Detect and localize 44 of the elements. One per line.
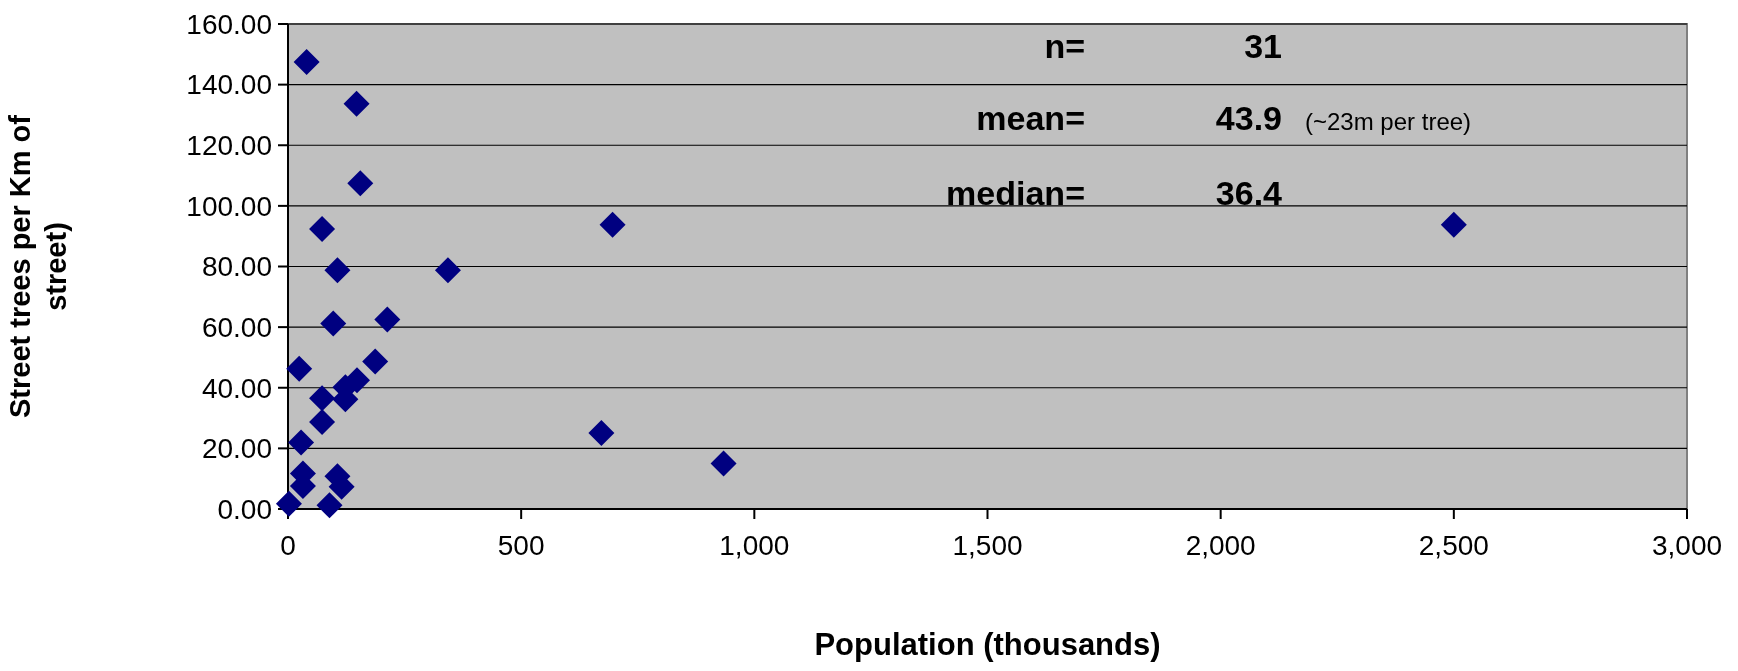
- point: [309, 409, 336, 435]
- x-tick-label: 3,000: [1651, 530, 1723, 561]
- point: [347, 170, 374, 197]
- point: [309, 385, 336, 412]
- annotation: mean=: [976, 99, 1085, 137]
- y-tick-label: 40.00: [201, 372, 272, 404]
- annotation: n=: [1044, 27, 1085, 65]
- point: [599, 211, 626, 238]
- y-tick-label: 140.00: [186, 69, 272, 101]
- x-tick-label: 1,500: [952, 530, 1023, 561]
- x-tick-label: 1,000: [719, 530, 790, 561]
- annotation: (~23m per tree): [1305, 108, 1472, 135]
- point: [374, 306, 401, 333]
- x-axis-title: Population (thousands): [814, 627, 1161, 662]
- point: [362, 348, 389, 375]
- point: [320, 310, 347, 337]
- x-tick-label: 0: [280, 530, 296, 561]
- point: [286, 355, 313, 382]
- x-tick-label: 2,000: [1185, 530, 1256, 561]
- point: [588, 419, 615, 446]
- y-axis-title: Street trees per Km of street): [4, 114, 72, 418]
- y-tick-label: 80.00: [201, 251, 272, 283]
- point: [293, 48, 320, 75]
- y-tick-label: 20.00: [201, 433, 272, 465]
- y-tick-label: 120.00: [186, 130, 272, 162]
- point: [288, 429, 315, 456]
- point: [343, 90, 370, 117]
- y-tick-label: 160.00: [186, 8, 272, 40]
- annotation: median=: [946, 174, 1085, 212]
- y-tick-label: 100.00: [186, 190, 272, 222]
- point: [324, 257, 351, 284]
- y-tick-label: 60.00: [201, 311, 272, 343]
- x-tick-label: 2,500: [1418, 530, 1489, 561]
- y-tick-label: 0.00: [217, 493, 272, 525]
- annotation: 31: [1244, 27, 1282, 65]
- x-tick-label: 500: [497, 530, 545, 561]
- point: [1440, 211, 1467, 238]
- point: [316, 492, 343, 519]
- point: [275, 490, 302, 517]
- point: [710, 450, 737, 477]
- point: [309, 215, 336, 242]
- point: [434, 257, 461, 284]
- annotation: 43.9: [1215, 99, 1282, 137]
- annotation: 36.4: [1215, 174, 1283, 212]
